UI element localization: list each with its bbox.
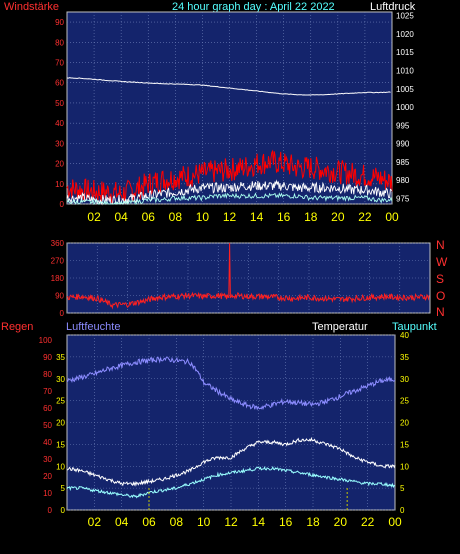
- temperature-axis-label: Temperatur: [312, 321, 368, 333]
- direction-ytick: 270: [51, 257, 65, 266]
- wind-pressure-xtick: 04: [114, 210, 128, 224]
- temperature-ytick: 25: [400, 397, 409, 406]
- wind-ytick: 10: [55, 180, 64, 189]
- wind-pressure-xtick: 08: [169, 210, 183, 224]
- wind-pressure-xtick: 06: [142, 210, 156, 224]
- temperature-ytick: 20: [400, 419, 409, 428]
- wind-pressure-xtick: 12: [223, 210, 237, 224]
- rain-ytick: 90: [43, 353, 52, 362]
- wind-pressure-xtick: 14: [250, 210, 264, 224]
- temperature-ytick: 40: [400, 331, 409, 340]
- wind-ytick: 50: [55, 99, 64, 108]
- rain-ytick: 60: [43, 404, 52, 413]
- pressure-ytick: 1015: [396, 48, 414, 57]
- wind-ytick: 80: [55, 38, 64, 47]
- wind-ytick: 20: [55, 160, 64, 169]
- rain-ytick: 70: [43, 387, 52, 396]
- direction-ytick: 180: [51, 274, 65, 283]
- rain-ytick: 40: [43, 438, 52, 447]
- wind-pressure-xtick: 18: [304, 210, 318, 224]
- rain-ytick: 80: [43, 370, 52, 379]
- rain-axis-label: Regen: [1, 321, 34, 333]
- pressure-ytick: 1000: [396, 103, 414, 112]
- humidity-temperature-xtick: 06: [142, 515, 156, 529]
- wind-pressure-xtick: 16: [277, 210, 291, 224]
- temperature-ytick: 30: [400, 375, 409, 384]
- humidity-temperature-xtick: 04: [115, 515, 129, 529]
- humidity-temperature-xtick: 18: [306, 515, 320, 529]
- humidity-ytick: 10: [56, 462, 65, 471]
- temperature-ytick: 10: [400, 462, 409, 471]
- wind-average-line: [66, 179, 393, 206]
- wind-minimum-line: [66, 192, 393, 206]
- humidity-ytick: 20: [56, 419, 65, 428]
- temperature-ytick: 35: [400, 353, 409, 362]
- humidity-temperature-xtick: 10: [197, 515, 211, 529]
- temperature-line: [66, 436, 396, 487]
- pressure-ytick: 995: [396, 121, 410, 130]
- pressure-axis-label: Luftdruck: [370, 1, 416, 13]
- humidity-temperature-xtick: 14: [252, 515, 266, 529]
- wind-ytick: 40: [55, 119, 64, 128]
- temperature-ytick: 0: [400, 506, 405, 515]
- rain-ytick: 20: [43, 472, 52, 481]
- direction-line: [66, 242, 430, 310]
- direction-ytick: 90: [55, 292, 64, 301]
- pressure-ytick: 985: [396, 158, 410, 167]
- humidity-temperature-xtick: 00: [388, 515, 402, 529]
- humidity-line: [66, 356, 396, 411]
- humidity-ytick: 15: [56, 440, 65, 449]
- humidity-temperature-xtick: 02: [88, 515, 102, 529]
- wind-pressure-xtick: 22: [358, 210, 372, 224]
- humidity-temperature-xtick: 08: [170, 515, 184, 529]
- humidity-ytick: 35: [56, 353, 65, 362]
- humidity-temperature-xtick: 20: [334, 515, 348, 529]
- wind-axis-label: Windstärke: [4, 1, 60, 13]
- pressure-ytick: 975: [396, 195, 410, 204]
- pressure-ytick: 1005: [396, 85, 414, 94]
- wind-ytick: 30: [55, 139, 64, 148]
- wind-gust-line: [66, 149, 393, 206]
- pressure-ytick: 1020: [396, 30, 414, 39]
- humidity-ytick: 5: [61, 484, 66, 493]
- direction-letter-s: S: [436, 272, 445, 286]
- rain-ytick: 50: [43, 421, 52, 430]
- rain-ytick: 30: [43, 455, 52, 464]
- wind-ytick: 0: [60, 200, 65, 209]
- rain-ytick: 100: [39, 336, 53, 345]
- pressure-ytick: 980: [396, 176, 410, 185]
- temperature-ytick: 5: [400, 484, 405, 493]
- humidity-temperature-xtick: 12: [224, 515, 238, 529]
- chart-title: 24 hour graph day : April 22 2022: [172, 1, 335, 13]
- humidity-ytick: 0: [61, 506, 66, 515]
- dewpoint-axis-label: Taupunkt: [392, 321, 437, 333]
- wind-pressure-xtick: 10: [196, 210, 210, 224]
- humidity-ytick: 25: [56, 397, 65, 406]
- direction-ytick: 0: [60, 309, 65, 318]
- direction-letter-n-bottom: N: [436, 305, 445, 319]
- pressure-ytick: 1025: [396, 12, 414, 21]
- direction-ytick: 360: [51, 239, 65, 248]
- temperature-ytick: 15: [400, 440, 409, 449]
- humidity-temperature-xtick: 16: [279, 515, 293, 529]
- direction-letter-n-top: N: [436, 238, 445, 252]
- wind-pressure-xtick: 02: [87, 210, 101, 224]
- humidity-ytick: 30: [56, 375, 65, 384]
- humidity-axis-label: Luftfeuchte: [66, 321, 121, 333]
- direction-letter-o: O: [436, 289, 446, 303]
- pressure-line: [66, 77, 391, 96]
- dewpoint-line: [66, 465, 396, 499]
- wind-ytick: 60: [55, 79, 64, 88]
- wind-ytick: 70: [55, 59, 64, 68]
- rain-ytick: 0: [48, 506, 53, 515]
- wind-ytick: 90: [55, 18, 64, 27]
- pressure-ytick: 990: [396, 140, 410, 149]
- rain-ytick: 10: [43, 489, 52, 498]
- wind-pressure-xtick: 20: [331, 210, 345, 224]
- humidity-temperature-xtick: 22: [361, 515, 375, 529]
- direction-letter-w: W: [436, 255, 448, 269]
- pressure-ytick: 1010: [396, 67, 414, 76]
- wind-pressure-xtick: 00: [385, 210, 399, 224]
